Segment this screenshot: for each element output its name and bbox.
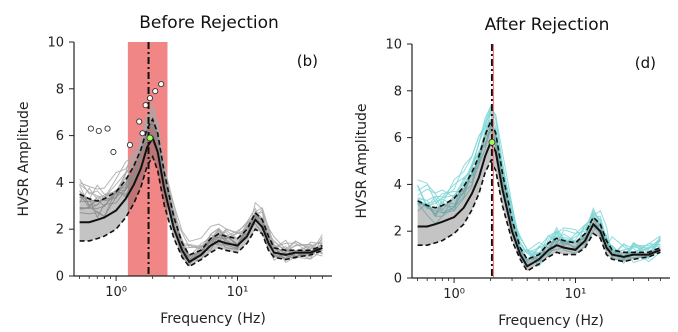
y-tick-label: 6	[56, 129, 64, 144]
chart-panel-1: 0 2 4 6 8 10 10⁰ 10¹ Before Rejection (b) Frequenc…	[16, 13, 332, 327]
outlier-marker	[136, 118, 143, 125]
y-tick-label: 2	[56, 223, 64, 238]
trace-line	[417, 127, 661, 268]
median-peak-marker	[146, 134, 154, 142]
y-tick-label: 8	[56, 82, 64, 97]
median-peak-marker	[488, 138, 496, 146]
panel-label: (b)	[297, 52, 318, 70]
trace-line	[417, 104, 661, 259]
y-tick-label: 2	[394, 225, 402, 240]
y-tick-label: 8	[394, 84, 402, 99]
y-tick-label: 4	[56, 176, 64, 191]
outlier-marker	[110, 148, 117, 156]
y-tick-label: 10	[385, 38, 402, 53]
y-tick-label: 4	[394, 178, 402, 193]
bound-line	[417, 159, 661, 273]
bound-line	[417, 119, 661, 261]
median-line	[417, 139, 661, 268]
outlier-marker	[152, 88, 159, 95]
outlier-marker	[139, 130, 146, 137]
confidence-band	[417, 121, 661, 271]
x-axis-label: Frequency (Hz)	[160, 311, 266, 327]
trace-line	[417, 107, 661, 260]
x-tick-label: 10⁰	[105, 285, 127, 300]
trace-line	[417, 119, 661, 262]
plot-area	[79, 42, 323, 276]
trace-line	[417, 109, 661, 257]
trace-line	[79, 125, 323, 259]
chart-panel-2: 0 2 4 6 8 10 10⁰ 10¹ After Rejection (d) Frequency…	[354, 15, 670, 329]
y-tick-label: 10	[47, 36, 64, 51]
x-tick-label: 10¹	[565, 287, 587, 302]
median-line	[79, 135, 323, 264]
trace-line	[79, 116, 323, 259]
outlier-marker	[146, 95, 154, 102]
bound-line	[79, 117, 323, 256]
outlier-marker	[126, 141, 133, 149]
trace-line	[417, 118, 661, 257]
outlier-marker	[95, 127, 102, 134]
trace-line	[79, 101, 323, 255]
trace-line	[417, 122, 661, 263]
y-tick-label: 6	[394, 131, 402, 146]
outlier-marker	[158, 81, 165, 88]
panel-label: (d)	[635, 54, 656, 72]
outlier-marker	[87, 125, 94, 132]
y-tick-label: 0	[56, 270, 64, 285]
y-axis-label: HVSR Amplitude	[16, 102, 32, 217]
y-tick-label: 0	[394, 272, 402, 287]
y-axis-label: HVSR Amplitude	[354, 104, 370, 219]
bound-line	[79, 154, 323, 268]
chart-title: Before Rejection	[139, 13, 279, 33]
trace-line	[79, 108, 323, 254]
x-tick-label: 10⁰	[443, 287, 465, 302]
trace-line	[79, 106, 323, 260]
confidence-band	[79, 119, 323, 267]
plot-area	[417, 44, 661, 278]
x-tick-label: 10¹	[227, 285, 249, 300]
x-axis-label: Frequency (Hz)	[498, 313, 604, 329]
trace-line	[79, 135, 323, 266]
outlier-marker	[104, 125, 111, 132]
outlier-marker	[142, 102, 149, 109]
chart-title: After Rejection	[485, 15, 610, 35]
trace-line	[417, 112, 661, 262]
